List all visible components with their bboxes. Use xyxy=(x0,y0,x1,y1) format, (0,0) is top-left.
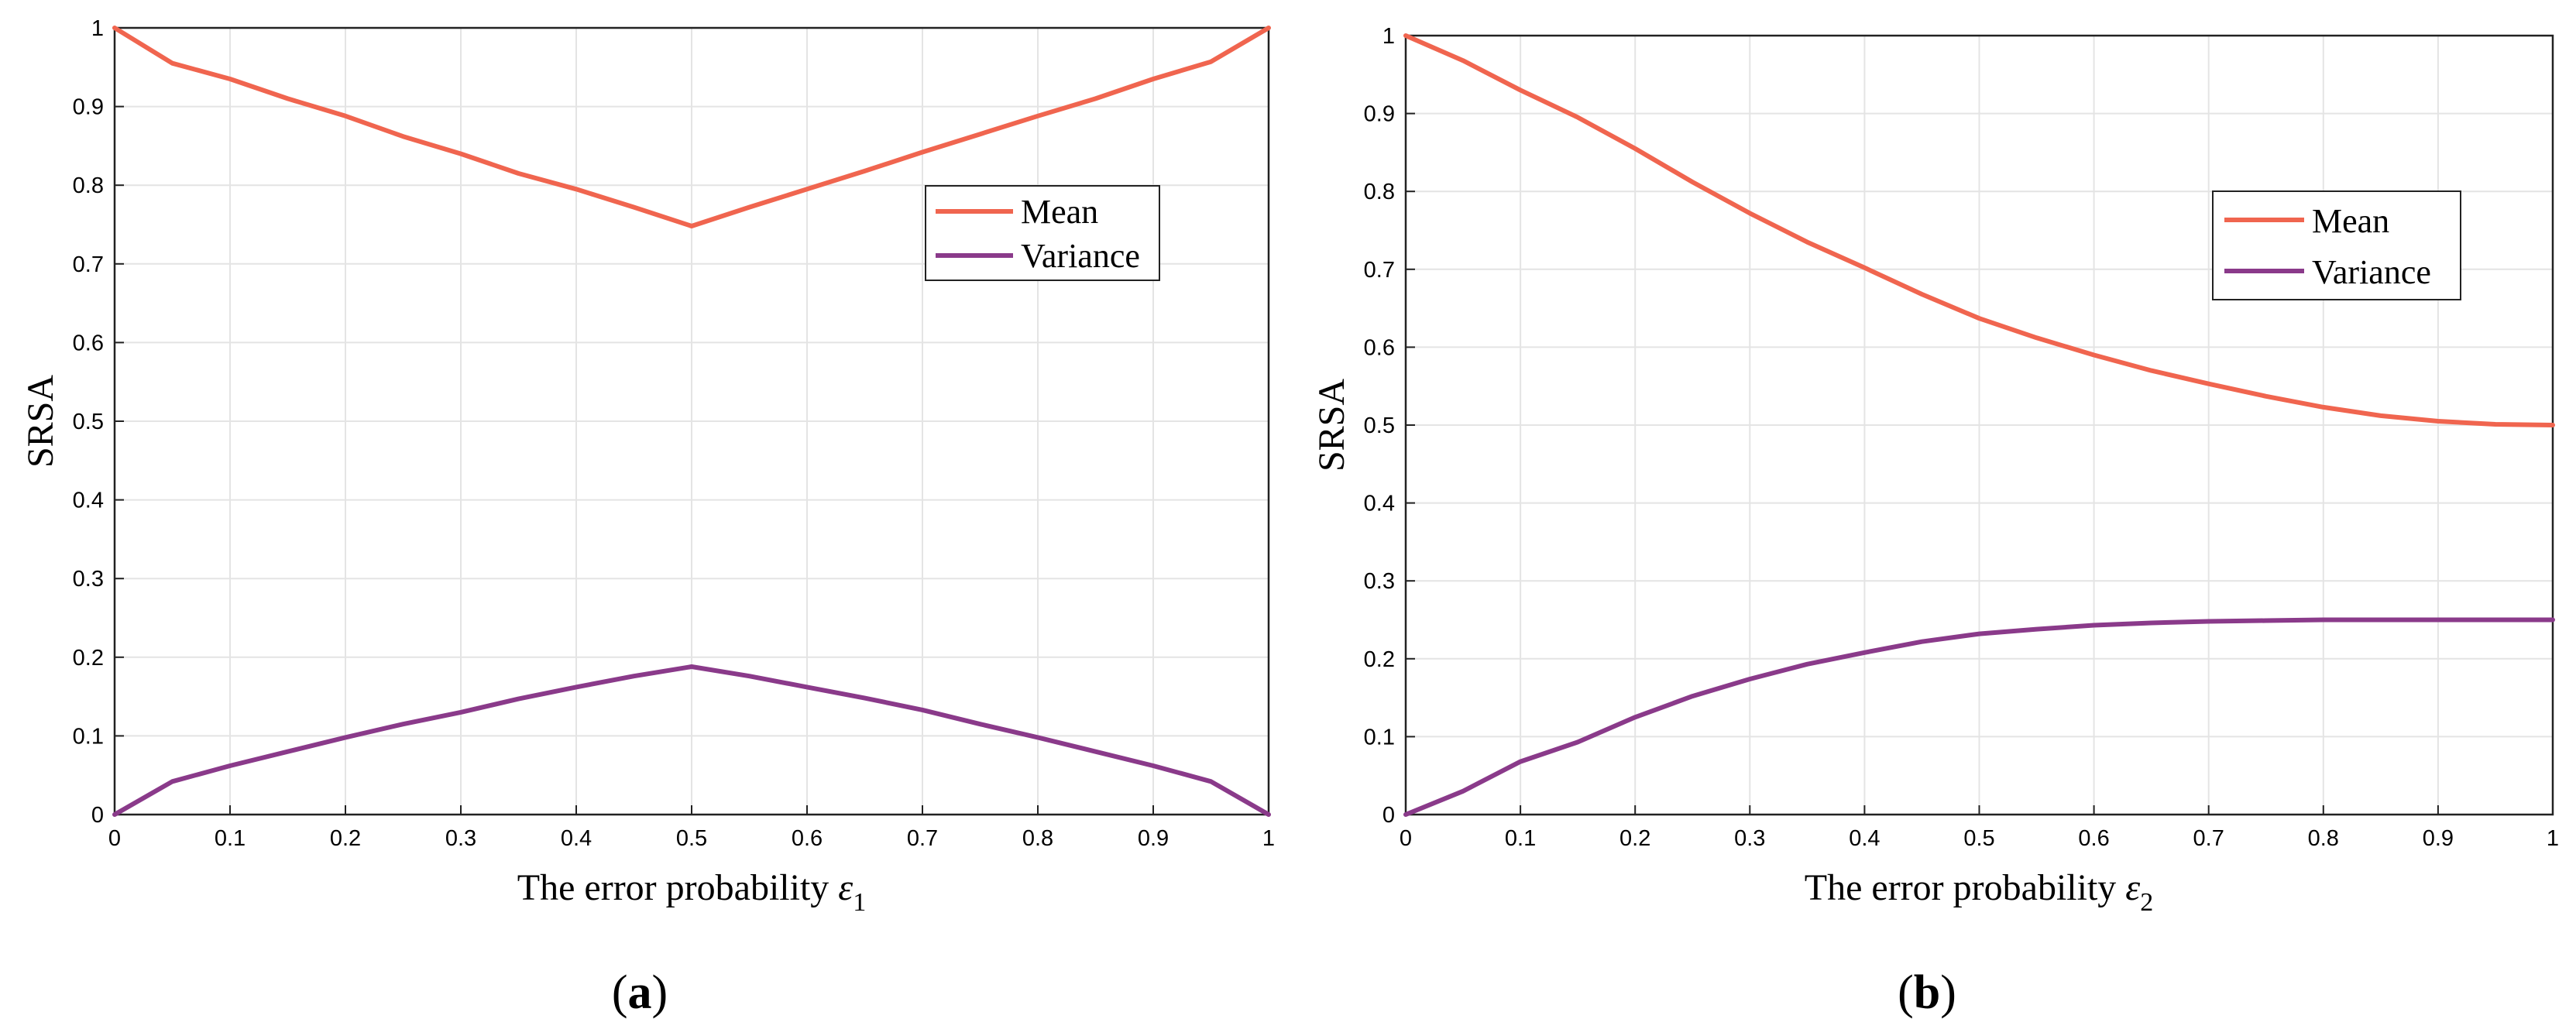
legend-variance-label: Variance xyxy=(2312,253,2431,291)
x-tick-label: 0.2 xyxy=(1619,826,1650,851)
x-tick-label: 0.5 xyxy=(1963,826,1994,851)
x-tick-label: 0 xyxy=(1400,826,1412,851)
panel-caption: (b) xyxy=(1898,966,1956,1019)
legend-mean-label: Mean xyxy=(2312,202,2389,240)
legend-variance-label: Variance xyxy=(1021,237,1140,275)
y-tick-label: 0 xyxy=(91,803,104,828)
legend: Mean Variance xyxy=(925,185,1160,281)
y-tick-label: 0.8 xyxy=(1364,180,1395,204)
x-tick-label: 1 xyxy=(2547,826,2559,851)
legend-mean-label: Mean xyxy=(1021,193,1098,231)
legend-box xyxy=(2212,190,2461,300)
x-tick-label: 0.6 xyxy=(2078,826,2109,851)
series-layer xyxy=(112,26,1271,817)
x-tick-labels: 0 0.1 0.2 0.3 0.4 0.5 0.6 0.7 0.8 0.9 1 xyxy=(108,805,1275,851)
x-tick-label: 0.5 xyxy=(676,826,707,851)
x-tick-label: 1 xyxy=(1262,826,1275,851)
chart-panel-a: 0 0.1 0.2 0.3 0.4 0.5 0.6 0.7 0.8 0.9 1 0 0.1 0.2 0.3… xyxy=(20,16,1275,1019)
panel-caption: (a) xyxy=(612,966,668,1019)
y-tick-label: 0 xyxy=(1382,803,1395,828)
x-axis-label: The error probability ε1 xyxy=(517,867,866,917)
y-tick-label: 0.8 xyxy=(73,173,104,198)
x-tick-label: 0.7 xyxy=(2193,826,2224,851)
y-tick-label: 0.1 xyxy=(1364,725,1395,750)
x-tick-label: 0.1 xyxy=(215,826,246,851)
y-axis-label: SRSA xyxy=(20,375,61,468)
y-tick-label: 0.4 xyxy=(1364,492,1395,516)
series-line-mean xyxy=(1403,33,2555,427)
x-tick-label: 0.8 xyxy=(1022,826,1053,851)
y-tick-label: 0.6 xyxy=(73,331,104,355)
series-line-variance xyxy=(112,664,1271,817)
y-tick-label: 0.2 xyxy=(1364,647,1395,672)
x-tick-label: 0.3 xyxy=(1734,826,1765,851)
series-line-variance xyxy=(1403,617,2555,817)
x-tick-label: 0.4 xyxy=(1849,826,1880,851)
y-tick-labels: 0 0.1 0.2 0.3 0.4 0.5 0.6 0.7 0.8 0.9 1 xyxy=(73,16,124,828)
y-gridlines xyxy=(1406,112,2553,738)
y-tick-label: 0.3 xyxy=(73,567,104,592)
legend-box xyxy=(925,185,1160,281)
x-tick-labels: 0 0.1 0.2 0.3 0.4 0.5 0.6 0.7 0.8 0.9 1 xyxy=(1400,805,2559,851)
x-tick-label: 0.4 xyxy=(561,826,592,851)
y-tick-label: 1 xyxy=(1382,24,1395,49)
x-tick-label: 0 xyxy=(108,826,121,851)
x-tick-label: 0.2 xyxy=(330,826,361,851)
series-layer xyxy=(1403,33,2555,817)
y-tick-label: 0.9 xyxy=(73,95,104,120)
series-line-mean xyxy=(112,26,1271,228)
x-tick-label: 0.9 xyxy=(1138,826,1169,851)
x-tick-label: 0.9 xyxy=(2423,826,2454,851)
chart-panel-b: 0 0.1 0.2 0.3 0.4 0.5 0.6 0.7 0.8 0.9 1 0 0.1 0.2 0.3… xyxy=(1311,24,2559,1019)
legend: Mean Variance xyxy=(2212,190,2461,300)
y-tick-label: 1 xyxy=(91,16,104,41)
y-tick-label: 0.3 xyxy=(1364,569,1395,594)
y-tick-label: 0.7 xyxy=(73,252,104,277)
y-tick-label: 0.7 xyxy=(1364,258,1395,283)
y-axis-label: SRSA xyxy=(1311,379,1352,472)
y-tick-label: 0.6 xyxy=(1364,335,1395,360)
y-tick-label: 0.5 xyxy=(1364,413,1395,438)
x-tick-label: 0.3 xyxy=(445,826,476,851)
x-tick-label: 0.8 xyxy=(2308,826,2339,851)
y-tick-label: 0.4 xyxy=(73,489,104,513)
y-tick-labels: 0 0.1 0.2 0.3 0.4 0.5 0.6 0.7 0.8 0.9 1 xyxy=(1364,24,1415,828)
x-axis-label: The error probability ε2 xyxy=(1805,867,2153,917)
y-tick-label: 0.9 xyxy=(1364,102,1395,127)
x-tick-label: 0.7 xyxy=(907,826,938,851)
y-tick-label: 0.5 xyxy=(73,410,104,434)
x-tick-label: 0.1 xyxy=(1505,826,1536,851)
y-tick-label: 0.1 xyxy=(73,724,104,749)
y-tick-label: 0.2 xyxy=(73,646,104,671)
x-tick-label: 0.6 xyxy=(792,826,823,851)
